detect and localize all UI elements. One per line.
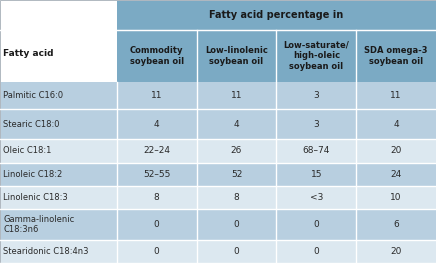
Bar [356,30,436,82]
Bar [0,139,436,163]
Text: 3: 3 [313,120,319,129]
Text: Stearidonic C18:4n3: Stearidonic C18:4n3 [3,247,89,256]
Bar [276,30,356,82]
Text: 0: 0 [154,220,160,229]
Text: 11: 11 [390,91,402,100]
Text: Gamma-linolenic
C18:3n6: Gamma-linolenic C18:3n6 [3,215,75,234]
Text: Fatty acid: Fatty acid [3,49,54,58]
Text: 52–55: 52–55 [143,170,170,179]
Text: 4: 4 [234,120,239,129]
Bar [0,109,436,139]
Text: Low-saturate/
high-oleic
soybean oil: Low-saturate/ high-oleic soybean oil [283,41,349,71]
Text: 8: 8 [234,193,239,202]
Text: 11: 11 [231,91,242,100]
Text: 4: 4 [393,120,399,129]
Text: Low-linolenic
soybean oil: Low-linolenic soybean oil [205,46,268,65]
Text: 4: 4 [154,120,160,129]
Bar [0,30,117,82]
Text: <3: <3 [310,193,323,202]
Bar [117,30,197,82]
Text: 0: 0 [234,220,239,229]
Bar [0,186,436,209]
Text: 22–24: 22–24 [143,146,170,155]
Text: 0: 0 [313,247,319,256]
Text: 15: 15 [310,170,322,179]
Text: 52: 52 [231,170,242,179]
Text: Commodity
soybean oil: Commodity soybean oil [129,46,184,65]
Text: Linoleic C18:2: Linoleic C18:2 [3,170,63,179]
Bar [197,30,276,82]
Text: 20: 20 [390,247,402,256]
Text: 24: 24 [391,170,402,179]
Text: 10: 10 [390,193,402,202]
Text: Stearic C18:0: Stearic C18:0 [3,120,60,129]
Text: Palmitic C16:0: Palmitic C16:0 [3,91,64,100]
Text: Linolenic C18:3: Linolenic C18:3 [3,193,68,202]
Bar [0,240,436,263]
Text: 3: 3 [313,91,319,100]
Text: SDA omega-3
soybean oil: SDA omega-3 soybean oil [364,46,428,65]
Text: Fatty acid percentage in: Fatty acid percentage in [209,10,344,20]
Text: 26: 26 [231,146,242,155]
Text: 68–74: 68–74 [303,146,330,155]
Bar [0,163,436,186]
Text: Oleic C18:1: Oleic C18:1 [3,146,52,155]
Bar [0,0,117,30]
Text: 6: 6 [393,220,399,229]
Text: 11: 11 [151,91,163,100]
Text: 0: 0 [313,220,319,229]
Bar [0,82,436,109]
Text: 8: 8 [154,193,160,202]
Text: 0: 0 [234,247,239,256]
Text: 0: 0 [154,247,160,256]
Text: 20: 20 [390,146,402,155]
Bar [117,0,436,30]
Bar [0,209,436,240]
